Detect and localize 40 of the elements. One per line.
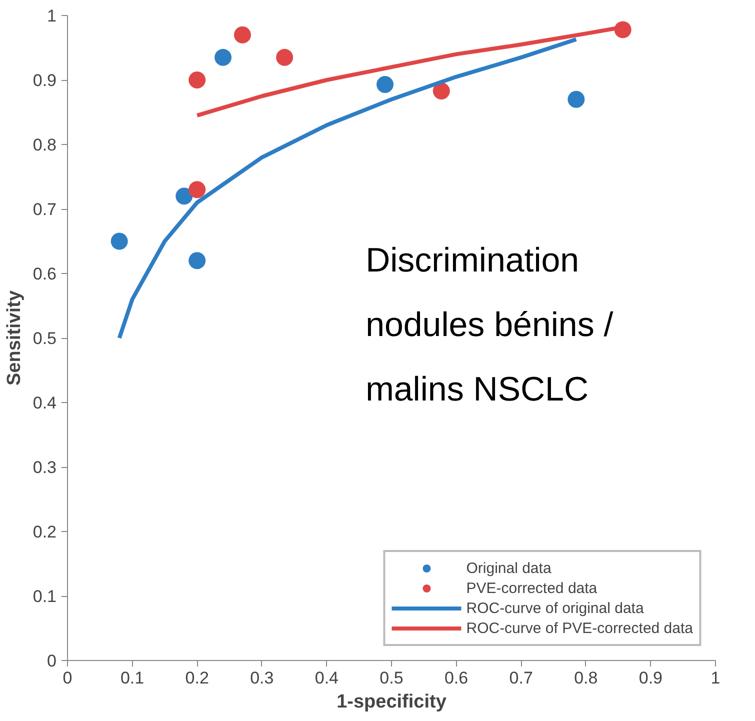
y-tick-label: 0.6 xyxy=(32,264,57,284)
x-tick-label: 0.9 xyxy=(638,668,663,688)
x-tick-label: 0.8 xyxy=(574,668,598,688)
point xyxy=(176,188,193,205)
y-tick-label: 0.8 xyxy=(32,136,57,154)
y-tick-label: 0.3 xyxy=(32,458,57,477)
y-tick-label: 0.9 xyxy=(32,71,57,90)
x-tick-label: 0.1 xyxy=(120,668,144,688)
point xyxy=(276,48,294,66)
y-tick-label: 0 xyxy=(47,652,57,670)
point xyxy=(214,48,232,66)
x-tick-label: 0.6 xyxy=(444,668,468,688)
point xyxy=(188,181,206,198)
y-tick-label: 0.4 xyxy=(32,394,57,412)
y-tick-label: 0.1 xyxy=(32,587,57,606)
legend-label: Original data xyxy=(466,560,552,576)
point xyxy=(376,76,394,93)
legend-label: ROC-curve of original data xyxy=(466,600,644,616)
point xyxy=(188,252,206,270)
x-tick-label: 0.7 xyxy=(509,668,533,688)
y-tick-label: 0.5 xyxy=(32,329,57,348)
annotation: Discrimination nodules bénins / malins NSCLC xyxy=(366,242,614,409)
point xyxy=(568,90,585,108)
x-tick-label: 1 xyxy=(710,668,720,688)
y-tick-label: 0.2 xyxy=(32,522,57,542)
x-axis-title: 1-specificity xyxy=(336,692,447,712)
y-tick-label: 1 xyxy=(47,6,57,26)
legend-label: PVE-corrected data xyxy=(466,580,598,596)
x-tick-label: 0.3 xyxy=(250,668,274,688)
legend-label: ROC-curve of PVE-corrected data xyxy=(466,620,693,636)
x-tick-label: 0.4 xyxy=(314,668,339,688)
point xyxy=(234,26,251,44)
x-tick-label: 0 xyxy=(62,668,72,688)
point xyxy=(432,82,450,100)
point xyxy=(188,72,206,88)
point xyxy=(110,232,128,250)
x-tick-label: 0.2 xyxy=(185,668,209,688)
y-axis-title: Sensitivity xyxy=(4,290,25,386)
x-tick-label: 0.5 xyxy=(380,668,404,688)
y-tick-label: 0.7 xyxy=(32,200,57,219)
